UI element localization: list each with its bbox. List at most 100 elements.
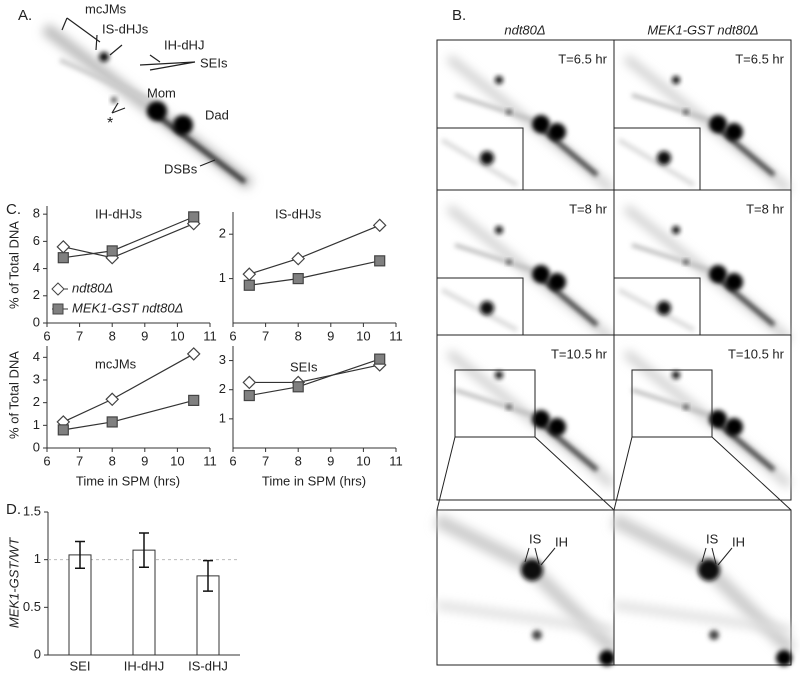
error-bar <box>139 532 149 569</box>
panel-label: C. <box>6 201 21 218</box>
chart-title: IH-dHJs <box>95 206 142 221</box>
x-tick-label: 9 <box>141 328 148 343</box>
gel-streak <box>535 273 599 327</box>
marker <box>105 392 120 407</box>
y-tick-label: 2 <box>219 226 226 241</box>
gel-streak <box>454 93 533 122</box>
x-tick-label: 8 <box>295 328 302 343</box>
time-label: T=8 hr <box>746 201 785 216</box>
gel-spot <box>99 52 109 62</box>
x-tick-label: 10 <box>170 453 184 468</box>
panel-label: D. <box>6 501 21 518</box>
gel-spot <box>506 109 512 115</box>
gel-label: mcJMs <box>85 1 127 16</box>
time-label: T=8 hr <box>569 201 608 216</box>
x-tick-label: 7 <box>262 453 269 468</box>
column-header: MEK1-GST ndt80Δ <box>647 22 758 37</box>
gel-b: T=6.5 hr T=8 hr T=10.5 hr IS IH T=6.5 hr T=8 h… <box>433 39 796 666</box>
time-label: T=10.5 hr <box>728 346 785 361</box>
y-tick-label: 1 <box>33 417 40 432</box>
gel-streak <box>454 388 533 417</box>
x-tick-label: 7 <box>262 328 269 343</box>
gel-spot <box>776 650 792 666</box>
gel-label: IS-dHJs <box>102 21 149 36</box>
marker <box>242 375 257 390</box>
x-tick-label: 6 <box>43 453 50 468</box>
gel-image <box>623 349 792 489</box>
x-tick-label: 11 <box>389 328 403 343</box>
y-axis-label: % of Total DNA <box>6 221 21 309</box>
series-line <box>63 223 194 259</box>
y-tick-label: 1 <box>34 551 41 566</box>
y-tick-label: 3 <box>219 352 226 367</box>
y-tick-label: 1 <box>219 410 226 425</box>
marker <box>372 218 387 233</box>
gel-spot <box>709 115 727 133</box>
gel-spot <box>709 265 727 283</box>
zoom-box <box>454 369 536 438</box>
y-axis-label: MEK1-GST/WT <box>6 537 21 628</box>
gel-image <box>623 54 792 194</box>
legend-label: ndt80Δ <box>72 280 113 295</box>
legend-item: MEK1-GST ndt80Δ <box>52 300 183 315</box>
marker <box>291 251 306 266</box>
y-tick-label: 1.5 <box>23 503 41 518</box>
x-tick-label: SEI <box>70 658 91 673</box>
gel-spot <box>548 418 566 436</box>
gel-spot <box>548 273 566 291</box>
x-tick-label: 7 <box>76 453 83 468</box>
gel-spot <box>672 371 680 379</box>
gel-streak <box>712 418 776 472</box>
gel-streak <box>631 388 710 417</box>
marker <box>188 211 200 223</box>
x-tick-label: 10 <box>356 328 370 343</box>
gel-image <box>446 204 615 344</box>
gel-streak <box>535 123 599 177</box>
marker <box>243 389 255 402</box>
gel-spot <box>725 273 743 291</box>
y-tick-label: 0 <box>33 439 40 454</box>
chart: 0 2 4 6 8 IH-dHJs % of Total DNA 6 7 8 9 10 11 ndt80Δ… <box>6 206 216 344</box>
gel-streak <box>440 137 519 188</box>
gel-streak <box>631 93 710 122</box>
time-label: T=6.5 hr <box>735 51 784 66</box>
gel-streak <box>613 601 792 634</box>
x-tick-label: 9 <box>327 328 334 343</box>
x-tick-label: 6 <box>229 453 236 468</box>
chart: 1 2 3 SEIs Time in SPM (hrs) 6 7 8 9 10 11 <box>219 346 403 488</box>
y-tick-label: 2 <box>33 394 40 409</box>
gel-streak <box>617 137 696 188</box>
gel-spot <box>657 151 671 165</box>
x-tick-label: 9 <box>141 453 148 468</box>
y-axis-label: % of Total DNA <box>6 351 21 439</box>
marker <box>292 381 304 393</box>
gel-streak <box>712 273 776 327</box>
zoom-label: IH <box>555 534 568 549</box>
gel-image <box>446 349 615 489</box>
series-line <box>249 224 380 275</box>
x-tick-label: 10 <box>356 453 370 468</box>
gel-image <box>623 204 792 344</box>
x-tick-label: 10 <box>170 328 184 343</box>
x-tick-label: 8 <box>109 328 116 343</box>
marker <box>188 394 200 406</box>
marker <box>374 353 386 365</box>
legend-marker <box>52 303 64 315</box>
column-header: ndt80Δ <box>504 22 545 37</box>
marker <box>56 239 71 254</box>
gel-spot <box>683 109 689 115</box>
gel-label: Dad <box>205 107 229 122</box>
x-tick-label: 8 <box>295 453 302 468</box>
gel-spot <box>672 76 680 84</box>
gel-spot <box>532 115 550 133</box>
y-tick-label: 0 <box>33 314 40 329</box>
y-tick-label: 0 <box>34 646 41 661</box>
gel-spot <box>683 259 689 265</box>
zoom-connector <box>436 436 615 511</box>
gel-spot <box>709 410 727 428</box>
gel-spot <box>521 559 543 581</box>
zoom-label: IH <box>732 534 745 549</box>
gel-streak <box>631 243 710 272</box>
y-tick-label: 3 <box>33 371 40 386</box>
